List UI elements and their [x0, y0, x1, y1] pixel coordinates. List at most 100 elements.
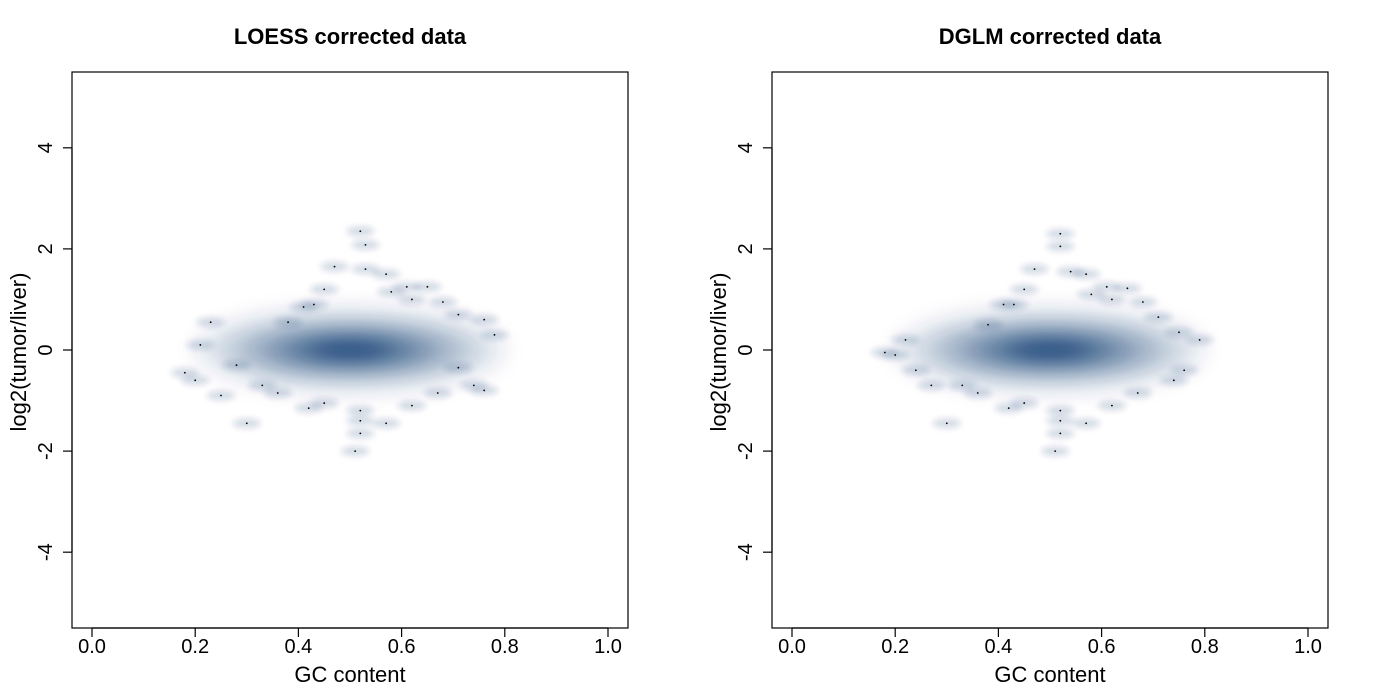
- data-point: [441, 301, 444, 303]
- data-point: [1157, 316, 1160, 319]
- x-tick-label: 0.4: [984, 636, 1012, 658]
- data-point: [894, 354, 897, 356]
- data-point: [364, 243, 367, 246]
- x-axis: 0.0 0.2 0.4 0.6 0.8 1.0: [78, 627, 622, 658]
- data-point: [1007, 407, 1010, 410]
- data-point: [287, 321, 289, 324]
- x-tick-label: 0.8: [1191, 636, 1219, 658]
- data-point: [359, 409, 362, 412]
- data-point: [312, 303, 315, 306]
- data-point: [1105, 285, 1108, 288]
- data-point: [276, 392, 279, 394]
- y-tick-label: 2: [735, 243, 757, 254]
- y-tick-label: 4: [735, 142, 757, 153]
- data-point: [1059, 419, 1062, 422]
- data-point: [385, 422, 388, 425]
- y-axis: -4 -2 0 2 4: [735, 142, 773, 561]
- x-tick-label: 0.2: [181, 636, 209, 658]
- data-point: [1172, 379, 1175, 382]
- data-point: [457, 366, 460, 369]
- x-tick-label: 0.4: [284, 636, 312, 658]
- y-tick-label: 4: [35, 142, 57, 153]
- data-point: [1111, 404, 1113, 407]
- x-axis: 0.0 0.2 0.4 0.6 0.8 1.0: [778, 627, 1322, 658]
- data-point: [472, 384, 475, 387]
- data-point: [904, 338, 907, 341]
- data-point: [1198, 338, 1201, 341]
- density-cloud: [870, 228, 1214, 457]
- data-point: [364, 268, 367, 271]
- data-point: [220, 394, 222, 397]
- data-point: [411, 298, 413, 301]
- data-point: [1023, 402, 1026, 404]
- panel-loess: LOESS corrected data 0.0 0.2 0.4 0.6 0.8 1.0 …: [6, 24, 629, 687]
- density-core: [895, 307, 1205, 393]
- data-point: [483, 318, 486, 321]
- data-point: [1023, 288, 1026, 291]
- x-tick-label: 0.0: [78, 636, 106, 658]
- data-point: [385, 273, 388, 276]
- data-point: [457, 313, 460, 316]
- outlier-points: [183, 230, 496, 452]
- data-point: [323, 288, 326, 291]
- data-point: [436, 392, 439, 394]
- data-point: [1012, 303, 1015, 306]
- data-point: [333, 265, 336, 268]
- y-tick-label: -4: [735, 543, 757, 561]
- y-axis: -4 -2 0 2 4: [35, 142, 73, 561]
- density-layer-ellipse: [319, 343, 381, 357]
- x-tick-label: 0.6: [1088, 636, 1116, 658]
- data-point: [307, 407, 310, 410]
- y-tick-label: 2: [35, 243, 57, 254]
- data-point: [405, 285, 408, 288]
- data-point: [426, 285, 429, 288]
- panel-title: LOESS corrected data: [234, 24, 467, 49]
- data-point: [235, 364, 238, 367]
- data-point: [1069, 270, 1072, 273]
- data-point: [1054, 450, 1057, 452]
- data-point: [359, 230, 362, 233]
- data-point: [209, 321, 212, 324]
- panel-title: DGLM corrected data: [939, 24, 1162, 49]
- data-point: [359, 432, 362, 435]
- data-point: [1126, 287, 1129, 290]
- data-point: [302, 306, 305, 308]
- data-point: [323, 402, 326, 404]
- x-tick-label: 0.2: [881, 636, 909, 658]
- data-point: [1059, 245, 1062, 248]
- data-point: [914, 369, 917, 372]
- data-point: [1141, 301, 1144, 303]
- data-point: [987, 323, 989, 326]
- data-point: [199, 344, 202, 346]
- data-point: [1136, 392, 1139, 394]
- data-point: [883, 351, 886, 354]
- data-point: [1059, 409, 1062, 412]
- data-point: [1002, 303, 1005, 306]
- outlier-points: [883, 232, 1201, 452]
- panel-dglm: DGLM corrected data 0.0 0.2 0.4 0.6 0.8 1.0 -…: [706, 24, 1329, 687]
- data-point: [493, 333, 496, 336]
- data-point: [1085, 273, 1088, 276]
- data-point: [1183, 369, 1186, 372]
- y-tick-label: -4: [35, 543, 57, 561]
- data-point: [1178, 331, 1180, 334]
- data-point: [1033, 268, 1036, 271]
- x-tick-label: 0.6: [388, 636, 416, 658]
- x-axis-label: GC content: [994, 662, 1105, 687]
- x-tick-label: 0.8: [491, 636, 519, 658]
- density-layer-ellipse: [1019, 343, 1081, 357]
- data-point: [183, 371, 186, 374]
- data-point: [1111, 298, 1113, 301]
- data-point: [483, 389, 486, 392]
- y-tick-label: -2: [35, 442, 57, 460]
- x-axis-label: GC content: [294, 662, 405, 687]
- data-point: [976, 392, 979, 394]
- data-point: [245, 422, 248, 425]
- density-cloud: [170, 226, 509, 457]
- x-tick-label: 1.0: [1294, 636, 1322, 658]
- y-tick-label: 0: [735, 344, 757, 355]
- data-point: [390, 290, 393, 293]
- data-point: [1059, 232, 1062, 235]
- data-point: [194, 379, 197, 382]
